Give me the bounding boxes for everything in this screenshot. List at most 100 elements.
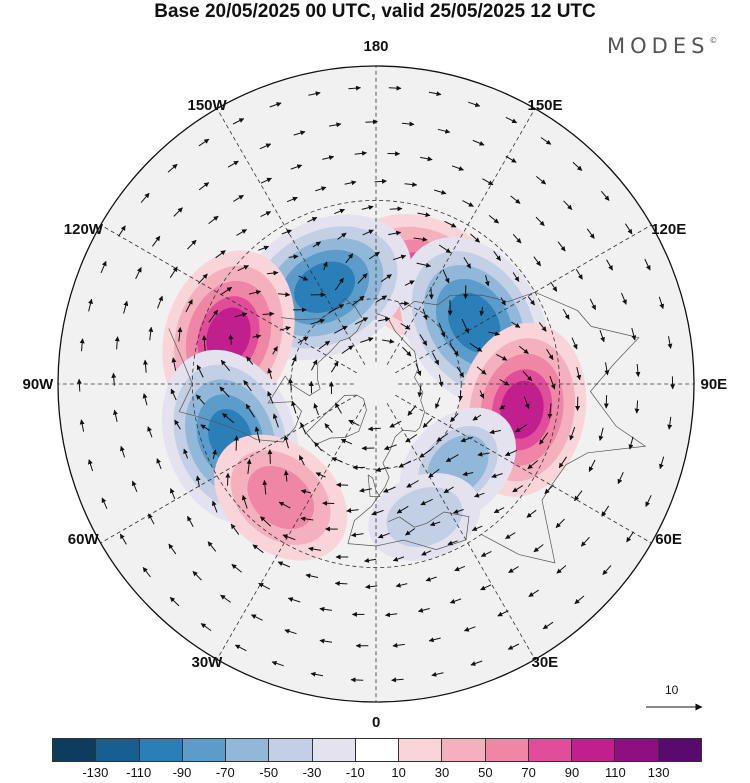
wind-vector <box>572 161 583 171</box>
wind-vector <box>135 267 142 280</box>
wind-vector <box>392 556 405 562</box>
wind-vector <box>367 426 381 432</box>
wind-vector <box>315 186 327 192</box>
wind-vector <box>476 366 487 375</box>
wind-vector <box>359 487 372 493</box>
wind-vector <box>518 345 529 354</box>
wind-vector <box>471 525 483 531</box>
wind-vector <box>354 150 367 156</box>
wind-vector <box>563 200 573 210</box>
colorbar-tick-label: 30 <box>434 765 450 780</box>
wind-vector <box>505 116 518 124</box>
wind-vector <box>232 118 245 125</box>
wind-vector <box>463 257 472 269</box>
colorbar-tick-label: 130 <box>647 765 670 780</box>
wind-vector <box>535 216 545 227</box>
wind-vector <box>177 327 183 342</box>
anomaly-contour <box>450 296 498 350</box>
wind-vector <box>364 557 377 563</box>
wind-vector <box>300 516 314 522</box>
wind-vector <box>422 418 433 428</box>
wind-vectors <box>76 85 676 683</box>
wind-vector <box>361 205 374 211</box>
wind-vector <box>472 414 482 421</box>
wind-vector <box>185 299 193 313</box>
wind-vector <box>667 416 673 430</box>
wind-vector <box>308 546 322 552</box>
wind-vector <box>200 424 210 431</box>
wind-vector <box>334 581 348 587</box>
wind-vector <box>474 492 485 498</box>
wind-vector <box>546 348 554 361</box>
colorbar-swatch <box>528 739 573 761</box>
wind-vector <box>252 544 264 554</box>
longitude-label-90w: 90W <box>22 375 54 393</box>
wind-vector <box>227 160 239 168</box>
wind-vector <box>398 460 412 468</box>
wind-vector <box>259 143 272 150</box>
colorbar-swatch <box>96 739 140 761</box>
wind-vector <box>142 567 151 578</box>
wind-vector <box>331 457 343 463</box>
wind-vector <box>319 638 333 644</box>
wind-vector <box>101 497 108 510</box>
wind-vector <box>267 390 274 404</box>
wind-vector <box>556 565 567 574</box>
wind-vector <box>482 178 494 186</box>
wind-vector <box>444 220 457 228</box>
wind-vector <box>479 390 485 399</box>
longitude-label-30w: 30W <box>191 654 223 672</box>
colorbar-tick-label: -50 <box>259 765 279 780</box>
reference-vector-arrow <box>646 703 703 711</box>
wind-vector <box>419 448 432 458</box>
wind-vector <box>550 281 558 292</box>
wind-vector <box>357 273 368 284</box>
meridian-line <box>90 394 357 549</box>
longitude-label-90e: 90E <box>700 375 728 393</box>
wind-vector <box>328 304 345 313</box>
longitude-label-150w: 150W <box>187 96 227 114</box>
wind-vector <box>278 501 291 509</box>
wind-vector <box>389 206 403 212</box>
wind-vector <box>588 459 596 472</box>
colorbar-tick-label: 10 <box>391 765 406 780</box>
wind-vector <box>574 595 585 605</box>
wind-vector <box>297 336 309 344</box>
wind-vector <box>493 507 505 514</box>
wind-vector <box>248 289 262 295</box>
wind-vector <box>431 671 444 677</box>
colorbar-tick-label: -110 <box>126 765 152 780</box>
wind-vector <box>377 317 391 322</box>
colorbar-swatch <box>355 739 400 761</box>
wind-vector <box>260 177 272 184</box>
wind-vector <box>477 451 490 457</box>
wind-vector <box>272 346 278 355</box>
wind-vector <box>198 138 210 147</box>
meridian-line <box>211 403 366 670</box>
wind-vector <box>345 253 354 264</box>
wind-vector <box>396 505 409 514</box>
wind-vector <box>404 280 415 286</box>
wind-vector <box>156 458 162 470</box>
wind-vector <box>462 200 474 207</box>
wind-vector <box>470 660 483 666</box>
wind-vector <box>79 338 85 352</box>
wind-vector <box>271 660 284 667</box>
colorbar-tick-label: 110 <box>604 765 626 780</box>
wind-vector <box>634 400 640 414</box>
wind-vector <box>324 423 333 433</box>
wind-vector <box>322 155 335 161</box>
wind-vector <box>407 405 417 416</box>
wind-vector <box>500 297 506 306</box>
colorbar-tick-label: -30 <box>302 765 322 780</box>
wind-vector <box>631 327 637 341</box>
wind-vector <box>460 436 473 443</box>
wind-vector <box>100 260 107 274</box>
wind-vector <box>645 495 652 507</box>
wind-vector <box>415 363 422 376</box>
wind-vector <box>480 584 492 591</box>
wind-vector <box>183 448 189 459</box>
wind-vector <box>635 363 641 377</box>
colorbar <box>52 738 702 762</box>
wind-vector <box>147 426 153 438</box>
